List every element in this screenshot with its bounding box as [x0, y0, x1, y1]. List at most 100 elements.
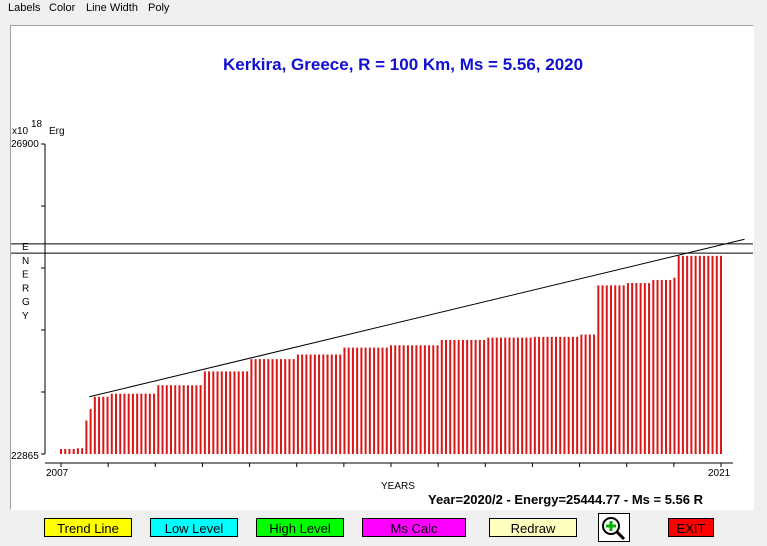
energy-bar — [153, 393, 156, 454]
energy-bar — [571, 336, 574, 454]
low-level-button[interactable]: Low Level — [150, 518, 238, 537]
energy-bar — [373, 347, 376, 454]
energy-bar — [157, 385, 160, 454]
x-min-label: 2007 — [46, 468, 69, 479]
energy-bar — [483, 339, 486, 454]
energy-bar — [542, 336, 545, 454]
energy-bar — [491, 337, 494, 454]
energy-bar — [241, 371, 244, 454]
energy-bar — [318, 354, 321, 454]
energy-bar — [339, 354, 342, 454]
energy-bar — [68, 449, 71, 454]
energy-bar — [415, 345, 418, 454]
energy-bar — [356, 347, 359, 454]
energy-bar — [665, 279, 667, 454]
high-level-button[interactable]: High Level — [256, 518, 344, 537]
chart-panel: Kerkira, Greece, R = 100 Km, Ms = 5.56, … — [10, 25, 754, 510]
x-max-label: 2021 — [708, 468, 731, 479]
energy-bar — [140, 393, 143, 454]
energy-bar — [605, 285, 608, 454]
energy-bar — [694, 255, 697, 454]
ms-calc-button[interactable]: Ms Calc — [362, 518, 466, 537]
energy-bar — [626, 283, 629, 454]
menu-poly[interactable]: Poly — [148, 2, 170, 14]
energy-bar — [182, 385, 185, 454]
energy-bar — [225, 371, 227, 454]
energy-bar — [174, 385, 177, 454]
energy-bar — [98, 396, 101, 454]
energy-bar — [593, 334, 596, 454]
energy-bar — [191, 385, 194, 454]
energy-bar — [148, 393, 151, 454]
energy-bar — [288, 359, 291, 454]
energy-bar — [335, 354, 337, 454]
energy-bar — [309, 354, 312, 454]
energy-bar — [500, 337, 502, 454]
energy-bar — [643, 283, 646, 454]
energy-bar — [127, 393, 130, 454]
trend-line-button[interactable]: Trend Line — [44, 518, 132, 537]
energy-bar — [673, 277, 676, 454]
energy-bar — [81, 448, 84, 454]
energy-bar — [305, 354, 308, 454]
energy-bar — [584, 334, 587, 454]
energy-bar — [76, 448, 79, 454]
menu-line-width[interactable]: Line Width — [86, 2, 138, 14]
energy-bar — [449, 339, 452, 454]
energy-bar — [555, 336, 557, 454]
exit-button[interactable]: EXIT — [668, 518, 714, 537]
energy-bar — [178, 385, 181, 454]
energy-bar — [343, 347, 346, 454]
energy-bar — [546, 336, 549, 454]
zoom-button[interactable] — [598, 513, 630, 542]
energy-bar — [656, 279, 659, 454]
energy-bar — [208, 371, 211, 454]
energy-bar — [453, 339, 456, 454]
energy-bar — [478, 339, 481, 454]
energy-bar — [715, 255, 718, 454]
energy-bar — [618, 285, 621, 454]
energy-bar — [639, 283, 642, 454]
energy-bar — [470, 339, 473, 454]
energy-bar — [516, 337, 519, 454]
energy-bar — [85, 420, 88, 454]
energy-bar — [423, 345, 426, 454]
energy-bar — [330, 354, 333, 454]
y-multiplier-exponent: 18 — [31, 119, 43, 130]
energy-bar — [588, 334, 591, 454]
energy-bar — [110, 393, 113, 454]
energy-bar — [212, 371, 215, 454]
energy-bar — [538, 336, 541, 454]
energy-bar — [703, 255, 706, 454]
energy-bar — [280, 359, 282, 454]
energy-bar — [686, 255, 689, 454]
energy-bar — [652, 279, 655, 454]
y-axis-label-letter: G — [22, 297, 30, 308]
energy-bar — [216, 371, 219, 454]
energy-bar — [267, 359, 270, 454]
energy-bar — [419, 345, 422, 454]
menu-color[interactable]: Color — [49, 2, 76, 14]
energy-bar — [495, 337, 498, 454]
menu-bar: Labels Color Line Width Poly — [0, 0, 767, 20]
energy-bar — [246, 371, 249, 454]
energy-bar — [610, 285, 612, 454]
energy-bar — [597, 285, 600, 454]
energy-bar — [106, 396, 109, 454]
energy-bar — [445, 339, 447, 454]
redraw-button[interactable]: Redraw — [489, 518, 577, 537]
y-max-label: 26900 — [11, 139, 39, 150]
energy-bar — [351, 347, 354, 454]
energy-bar — [322, 354, 325, 454]
energy-bar — [233, 371, 236, 454]
status-readout: Year=2020/2 - Energy=25444.77 - Ms = 5.5… — [428, 492, 704, 507]
energy-bar — [707, 255, 710, 454]
energy-bar — [64, 449, 67, 454]
menu-labels[interactable]: Labels — [8, 2, 41, 14]
energy-bar — [504, 337, 507, 454]
energy-bar — [567, 336, 570, 454]
energy-bar — [525, 337, 528, 454]
energy-bar — [326, 354, 329, 454]
energy-bar — [576, 336, 579, 454]
energy-bar — [466, 339, 469, 454]
